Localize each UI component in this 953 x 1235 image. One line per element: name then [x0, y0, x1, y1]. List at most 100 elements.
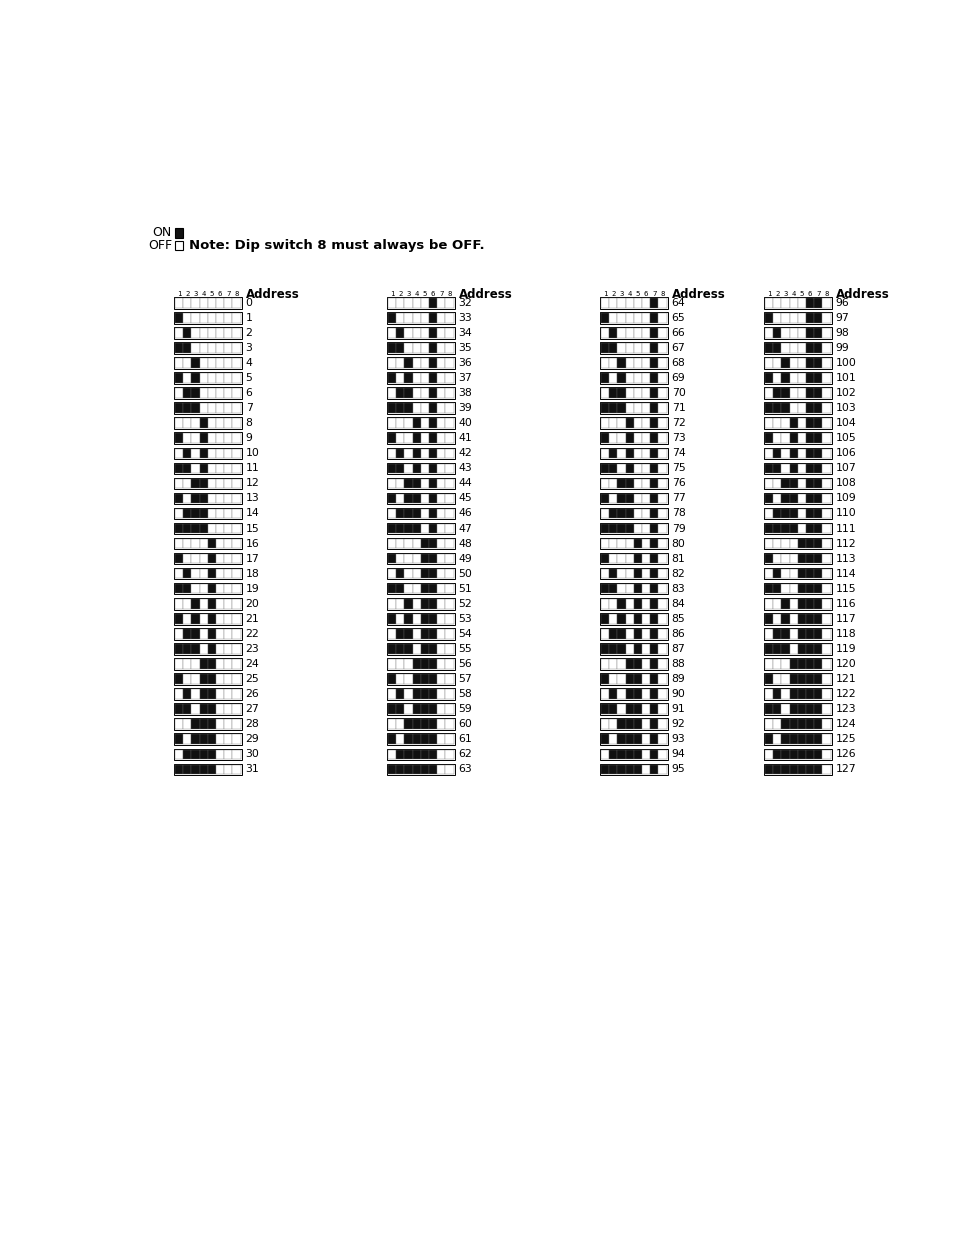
Bar	[600, 629, 609, 638]
Text: 49: 49	[458, 553, 472, 563]
Bar	[763, 643, 831, 655]
Text: 50: 50	[458, 568, 472, 579]
Text: 51: 51	[458, 584, 472, 594]
Bar	[641, 404, 650, 412]
Text: 3: 3	[193, 291, 197, 296]
Bar	[224, 433, 233, 443]
Bar	[772, 373, 781, 383]
Bar	[395, 329, 404, 337]
Bar	[772, 645, 781, 653]
Bar	[600, 659, 609, 668]
Bar	[445, 373, 453, 383]
Text: 4: 4	[245, 358, 253, 368]
Bar	[173, 537, 241, 550]
Bar	[445, 538, 453, 548]
Bar	[658, 404, 666, 412]
Bar	[208, 569, 215, 578]
Bar	[412, 494, 420, 503]
Bar	[763, 522, 831, 535]
Text: 47: 47	[458, 524, 472, 534]
Bar	[658, 433, 666, 443]
Bar	[641, 463, 650, 473]
Bar	[215, 553, 224, 563]
Bar	[420, 704, 429, 714]
Bar	[609, 509, 617, 519]
Bar	[781, 494, 789, 503]
Bar	[445, 553, 453, 563]
Bar	[420, 524, 429, 534]
Bar	[174, 448, 183, 458]
Bar	[617, 599, 625, 609]
Bar	[772, 614, 781, 624]
Bar	[436, 509, 445, 519]
Bar	[821, 312, 830, 322]
Bar	[174, 629, 183, 638]
Bar	[173, 312, 241, 324]
Bar	[609, 479, 617, 488]
Bar	[609, 720, 617, 729]
Bar	[429, 764, 436, 774]
Bar	[436, 584, 445, 594]
Bar	[633, 329, 641, 337]
Bar	[183, 750, 192, 760]
Bar	[805, 689, 813, 699]
Bar	[599, 688, 667, 700]
Text: 95: 95	[671, 764, 684, 774]
Bar	[199, 463, 208, 473]
Text: Address: Address	[245, 288, 299, 301]
Text: 106: 106	[835, 448, 856, 458]
Text: 40: 40	[458, 419, 472, 429]
Bar	[658, 704, 666, 714]
Bar	[420, 358, 429, 368]
Bar	[215, 614, 224, 624]
Text: 97: 97	[835, 312, 848, 322]
Bar	[436, 659, 445, 668]
Bar	[617, 674, 625, 684]
Bar	[789, 569, 797, 578]
Bar	[233, 614, 240, 624]
Bar	[429, 629, 436, 638]
Bar	[625, 538, 633, 548]
Bar	[772, 553, 781, 563]
Bar	[412, 538, 420, 548]
Bar	[650, 553, 658, 563]
Bar	[429, 645, 436, 653]
Bar	[445, 584, 453, 594]
Bar	[445, 689, 453, 699]
Bar	[388, 674, 395, 684]
Bar	[789, 538, 797, 548]
Bar	[658, 329, 666, 337]
Bar	[412, 463, 420, 473]
Bar	[763, 748, 831, 760]
Bar	[764, 584, 772, 594]
Bar	[436, 433, 445, 443]
Bar	[609, 433, 617, 443]
Bar	[215, 735, 224, 743]
Bar	[797, 629, 805, 638]
Bar	[224, 419, 233, 427]
Bar	[781, 674, 789, 684]
Bar	[215, 329, 224, 337]
Bar	[233, 298, 240, 308]
Bar	[174, 764, 183, 774]
Bar	[599, 537, 667, 550]
Bar	[173, 342, 241, 353]
Bar	[763, 478, 831, 489]
Bar	[781, 373, 789, 383]
Bar	[420, 750, 429, 760]
Bar	[436, 553, 445, 563]
Text: 13: 13	[245, 494, 259, 504]
Bar	[789, 329, 797, 337]
Bar	[174, 659, 183, 668]
Bar	[641, 419, 650, 427]
Text: 120: 120	[835, 659, 856, 669]
Bar	[650, 674, 658, 684]
Bar	[617, 584, 625, 594]
Bar	[429, 463, 436, 473]
Bar	[395, 764, 404, 774]
Bar	[208, 343, 215, 353]
Bar	[224, 584, 233, 594]
Bar	[224, 553, 233, 563]
Text: 19: 19	[245, 584, 259, 594]
Text: 33: 33	[458, 312, 472, 322]
